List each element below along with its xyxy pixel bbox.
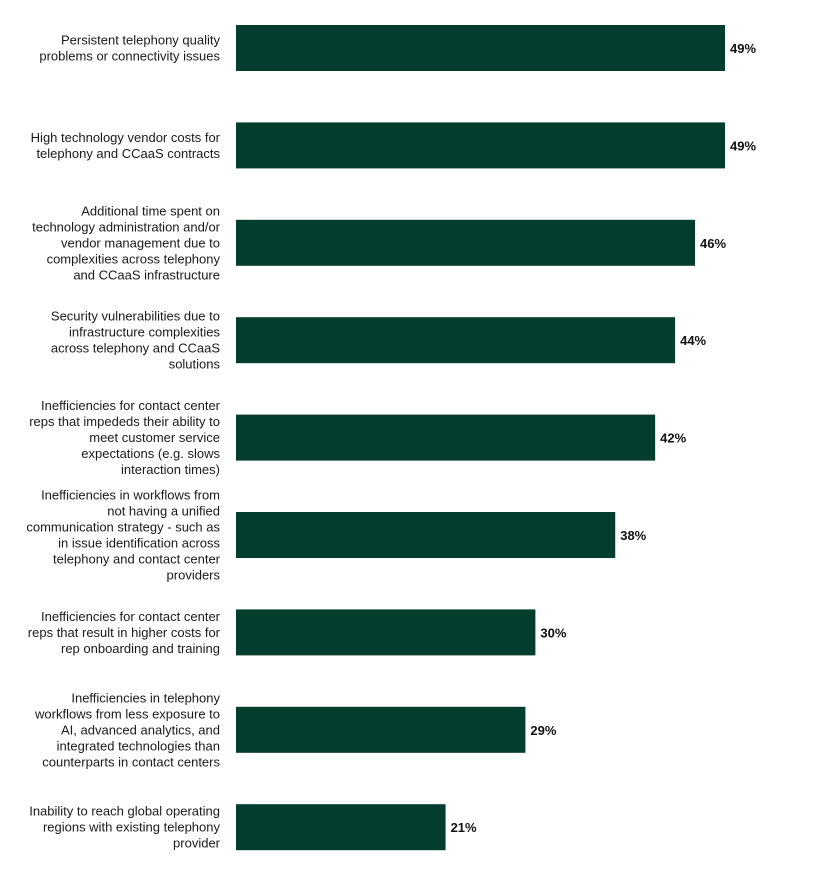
category-label: Inefficiencies for contact center [41, 609, 221, 624]
category-label: technology administration and/or [32, 219, 221, 234]
category-label: reps that result in higher costs for [28, 625, 221, 640]
value-label: 42% [660, 431, 686, 446]
category-label: providers [167, 568, 221, 583]
category-label: in issue identification across [58, 536, 220, 551]
category-label: telephony and contact center [53, 552, 221, 567]
value-label: 49% [730, 41, 756, 56]
value-label: 49% [730, 138, 756, 153]
bar [236, 706, 526, 753]
bar [236, 25, 725, 71]
category-label: AI, advanced analytics, and [61, 722, 220, 737]
category-label: regions with existing telephony [43, 820, 221, 835]
category-label: reps that impededs their ability to [29, 414, 220, 429]
bar [236, 414, 656, 461]
category-label: not having a unified [107, 504, 220, 519]
category-label: Persistent telephony quality [61, 33, 220, 48]
category-label: Security vulnerabilities due to [51, 309, 220, 324]
value-label: 30% [540, 625, 566, 640]
bar [236, 804, 446, 851]
category-label: Additional time spent on [81, 203, 220, 218]
category-label: Inability to reach global operating [29, 804, 220, 819]
category-label: interaction times) [121, 462, 220, 477]
bar [236, 512, 616, 558]
value-label: 29% [530, 723, 556, 738]
category-label: communication strategy - such as [26, 520, 220, 535]
category-label: expectations (e.g. slows [81, 446, 220, 461]
value-label: 46% [700, 236, 726, 251]
category-label: and CCaaS infrastructure [73, 267, 220, 282]
category-label: across telephony and CCaaS [51, 341, 220, 356]
category-label: problems or connectivity issues [39, 49, 220, 64]
value-label: 21% [451, 820, 477, 835]
category-label: High technology vendor costs for [31, 130, 221, 145]
bar [236, 609, 536, 656]
value-label: 38% [620, 528, 646, 543]
category-label: meet customer service [89, 430, 220, 445]
bar [236, 317, 676, 364]
category-label: complexities across telephony [47, 251, 221, 266]
bar [236, 122, 725, 169]
category-label: infrastructure complexities [69, 325, 220, 340]
category-label: integrated technologies than [57, 738, 220, 753]
category-label: solutions [169, 357, 221, 372]
category-label: Inefficiencies in workflows from [41, 488, 220, 503]
category-label: counterparts in contact centers [42, 754, 220, 769]
category-label: provider [173, 836, 221, 851]
category-label: Inefficiencies in telephony [71, 690, 220, 705]
category-label: workflows from less exposure to [34, 706, 220, 721]
value-label: 44% [680, 333, 706, 348]
category-label: vendor management due to [61, 235, 220, 250]
category-label: rep onboarding and training [61, 641, 220, 656]
category-label: telephony and CCaaS contracts [36, 146, 220, 161]
category-label: Inefficiencies for contact center [41, 398, 221, 413]
bar [236, 219, 696, 266]
